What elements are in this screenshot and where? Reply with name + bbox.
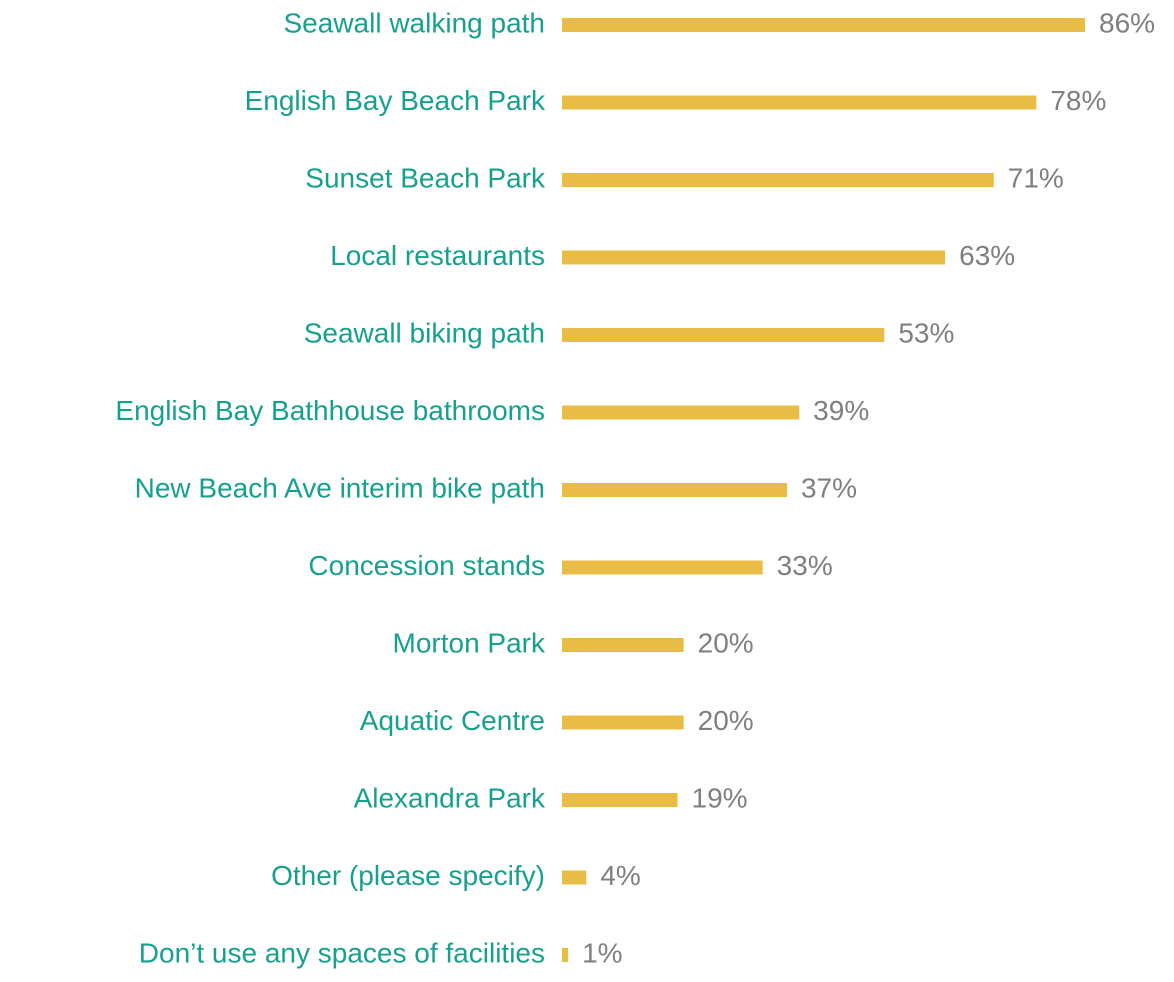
value-label: 20% — [698, 705, 754, 736]
category-label: English Bay Beach Park — [245, 85, 546, 116]
bar — [562, 793, 678, 807]
value-label: 4% — [600, 860, 640, 891]
bar — [562, 173, 994, 187]
value-label: 39% — [813, 395, 869, 426]
value-label: 78% — [1050, 85, 1106, 116]
value-label: 53% — [898, 317, 954, 348]
value-label: 20% — [698, 627, 754, 658]
value-label: 63% — [959, 240, 1015, 271]
value-label: 19% — [692, 782, 748, 813]
value-label: 86% — [1099, 7, 1155, 38]
bar — [562, 405, 800, 420]
category-label: Other (please specify) — [271, 860, 545, 891]
bar — [562, 638, 684, 652]
category-label: Alexandra Park — [354, 782, 546, 813]
bar — [562, 560, 763, 575]
category-label: English Bay Bathhouse bathrooms — [115, 395, 545, 426]
category-label: Morton Park — [393, 627, 546, 658]
value-label: 1% — [582, 937, 622, 968]
category-label: New Beach Ave interim bike path — [135, 472, 545, 503]
value-label: 37% — [801, 472, 857, 503]
bar — [562, 715, 684, 730]
category-label: Aquatic Centre — [360, 705, 545, 736]
value-label: 33% — [777, 550, 833, 581]
bar — [562, 483, 788, 497]
bar — [562, 870, 587, 885]
bar — [562, 328, 885, 342]
category-label: Don’t use any spaces of facilities — [139, 937, 545, 968]
category-label: Local restaurants — [330, 240, 545, 271]
bar — [562, 18, 1085, 32]
category-label: Concession stands — [308, 550, 545, 581]
bar — [562, 948, 569, 962]
bar — [562, 250, 946, 265]
category-label: Seawall biking path — [304, 317, 545, 348]
category-label: Sunset Beach Park — [305, 162, 546, 193]
bar — [562, 95, 1037, 110]
value-label: 71% — [1008, 162, 1064, 193]
category-label: Seawall walking path — [284, 7, 546, 38]
